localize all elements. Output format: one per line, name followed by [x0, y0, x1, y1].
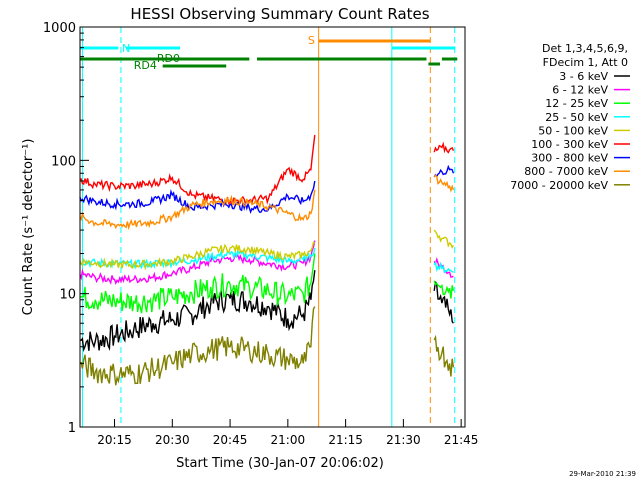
series-line [79, 253, 316, 314]
series-line [433, 164, 455, 178]
x-tick-label: 20:15 [97, 433, 132, 447]
series-line [79, 241, 316, 271]
series-line [433, 261, 454, 274]
legend-label: 50 - 100 keV [538, 124, 608, 137]
series-line [433, 334, 455, 377]
x-tick-label: 21:00 [271, 433, 306, 447]
y-axis-label: Count Rate (s⁻¹ detector⁻¹) [21, 139, 36, 316]
legend: Det 1,3,4,5,6,9, FDecim 1, Att 0 3 - 6 k… [510, 42, 630, 192]
series-line [79, 189, 316, 231]
series-layer [79, 134, 455, 386]
x-tick-label: 21:30 [386, 433, 421, 447]
series-line [79, 306, 316, 386]
x-axis: 20:15 20:30 20:45 21:00 21:15 21:30 21:45 [97, 419, 478, 447]
y-tick-label: 1 [68, 421, 76, 436]
legend-label: 800 - 7000 keV [524, 165, 608, 178]
legend-header-line-1: Det 1,3,4,5,6,9, [542, 42, 628, 55]
mode-label: N [122, 42, 130, 55]
y-tick-label: 100 [51, 154, 76, 169]
series-line [433, 281, 454, 324]
y-tick-label: 10 [59, 288, 76, 303]
series-line [433, 174, 455, 193]
series-line [79, 240, 316, 285]
mode-label: RD4 [134, 59, 157, 72]
series-line [433, 229, 455, 249]
legend-label: 6 - 12 keV [552, 84, 608, 97]
chart-title: HESSI Observing Summary Count Rates [130, 5, 429, 23]
legend-label: 25 - 50 keV [545, 111, 608, 124]
mode-label: RD0 [157, 52, 180, 65]
x-tick-label: 20:30 [155, 433, 190, 447]
legend-label: 12 - 25 keV [545, 97, 608, 110]
plot-frame [79, 26, 466, 428]
legend-label: 300 - 800 keV [531, 152, 608, 165]
x-axis-label: Start Time (30-Jan-07 20:06:02) [176, 456, 384, 471]
series-line [433, 141, 455, 154]
y-tick-label: 1000 [43, 21, 76, 36]
x-tick-label: 21:15 [328, 433, 363, 447]
legend-label: 7000 - 20000 keV [510, 179, 608, 192]
legend-label: 3 - 6 keV [559, 70, 608, 83]
footer-timestamp: 29-Mar-2010 21:39 [569, 470, 636, 478]
series-line [79, 270, 316, 353]
legend-label: 100 - 300 keV [531, 138, 608, 151]
x-tick-label: 21:45 [444, 433, 479, 447]
series-line [79, 134, 316, 207]
y-axis: 1 10 100 1000 [43, 21, 89, 436]
x-tick-label: 20:45 [213, 433, 248, 447]
legend-header-line-2: FDecim 1, Att 0 [543, 56, 628, 69]
series-line [433, 280, 455, 299]
mode-label: S [308, 34, 315, 47]
